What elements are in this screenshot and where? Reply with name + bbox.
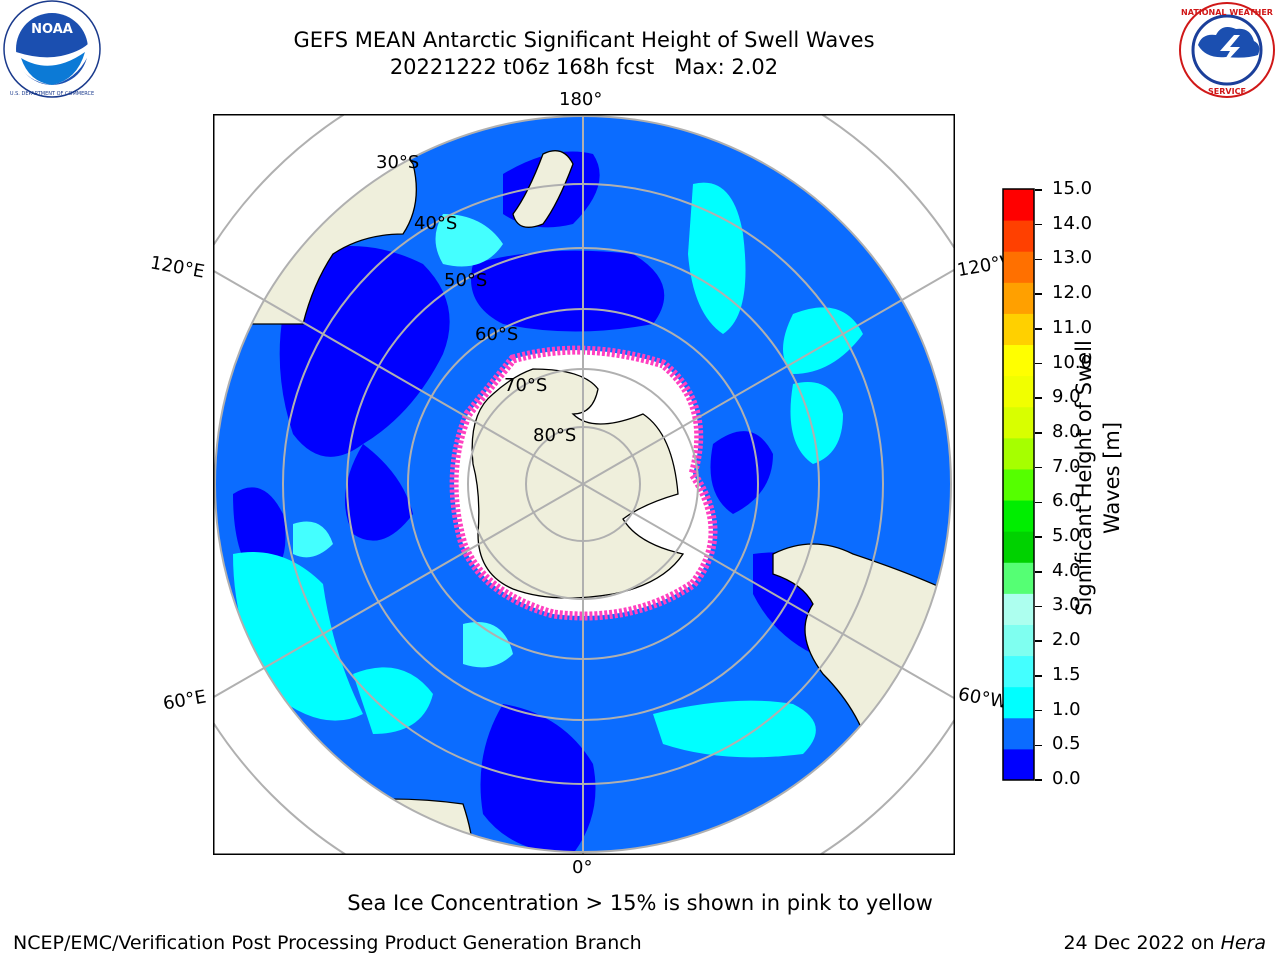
meridian-label-120e: 120°E <box>148 252 207 283</box>
colorbar-tick-mark <box>1035 536 1042 538</box>
footer-host: Hera <box>1220 932 1266 954</box>
colorbar-tick-mark <box>1035 779 1042 781</box>
high-swell-region <box>353 667 433 734</box>
colorbar-tick-label: 5.0 <box>1052 525 1081 547</box>
colorbar-band <box>1003 468 1034 501</box>
colorbar-label-line1: Significant Height of Swell <box>1072 340 1096 616</box>
nws-logo: NATIONAL WEATHER SERVICE <box>1179 2 1275 98</box>
parallel-label-50s: 50°S <box>444 270 488 291</box>
svg-text:NATIONAL WEATHER: NATIONAL WEATHER <box>1181 8 1273 17</box>
colorbar-tick-label: 3.0 <box>1052 594 1081 616</box>
map-frame <box>213 114 955 855</box>
colorbar-band <box>1003 562 1034 594</box>
noaa-logo: NOAA U.S. DEPARTMENT OF COMMERCE <box>3 0 101 98</box>
colorbar-tick-mark <box>1035 328 1042 330</box>
colorbar-band <box>1003 220 1034 252</box>
colorbar-tick-mark <box>1035 223 1042 226</box>
colorbar-band <box>1003 531 1034 563</box>
colorbar-tick-mark <box>1035 571 1042 573</box>
svg-text:U.S. DEPARTMENT OF COMMERCE: U.S. DEPARTMENT OF COMMERCE <box>10 91 94 97</box>
colorbar-tick-label: 0.5 <box>1052 733 1081 755</box>
graticule <box>213 114 955 855</box>
polar-map <box>213 114 955 855</box>
colorbar-band <box>1003 655 1034 688</box>
colorbar-band <box>1003 748 1034 781</box>
footer-credit: NCEP/EMC/Verification Post Processing Pr… <box>13 932 642 954</box>
colorbar-tick-label: 2.0 <box>1052 629 1081 651</box>
colorbar-tick-mark <box>1035 432 1042 434</box>
svg-text:SERVICE: SERVICE <box>1208 87 1246 96</box>
colorbar-tick-label: 14.0 <box>1052 212 1093 234</box>
antarctica-landmass <box>471 368 685 599</box>
footer-date-text: 24 Dec 2022 on <box>1063 932 1221 954</box>
colorbar-band <box>1003 717 1034 750</box>
colorbar-tick-mark <box>1035 501 1042 504</box>
colorbar-tick-mark <box>1035 397 1042 399</box>
parallel-label-70s: 70°S <box>504 375 548 396</box>
high-swell-region <box>688 182 746 334</box>
sea-ice-note: Sea Ice Concentration > 15% is shown in … <box>347 891 933 915</box>
outside-projection <box>213 114 955 855</box>
colorbar-tick-mark <box>1035 744 1042 747</box>
colorbar-band <box>1003 251 1034 283</box>
colorbar-tick-label: 0.0 <box>1052 768 1081 789</box>
colorbar-band <box>1003 500 1034 532</box>
new-zealand-landmass <box>512 150 574 228</box>
meridian-label-180: 180° <box>559 89 603 110</box>
high-swell-region <box>435 214 503 267</box>
colorbar-band <box>1003 406 1034 439</box>
meridian-label-60e: 60°E <box>161 686 208 715</box>
colorbar-tick-label: 6.0 <box>1052 490 1081 512</box>
colorbar-tick-mark <box>1035 362 1042 365</box>
svg-text:NOAA: NOAA <box>31 22 73 37</box>
calm-swell-region <box>345 444 413 541</box>
colorbar-tick-label: 7.0 <box>1052 455 1081 477</box>
colorbar-label: Significant Height of Swell Waves [m] <box>1033 340 1163 616</box>
colorbar-band <box>1003 313 1034 346</box>
calm-swell-region <box>480 704 596 852</box>
colorbar-tick-mark <box>1035 466 1042 469</box>
colorbar-tick-label: 1.0 <box>1052 698 1081 720</box>
colorbar-tick-label: 4.0 <box>1052 559 1081 581</box>
high-swell-region <box>463 622 513 668</box>
chart-subtitle: 20221222 t06z 168h fcst Max: 2.02 <box>389 55 779 79</box>
colorbar-band <box>1003 686 1034 719</box>
colorbar-tick-mark <box>1035 258 1042 261</box>
colorbar-tick-mark <box>1035 675 1042 677</box>
meridian-label-0: 0° <box>572 857 593 878</box>
colorbar-band <box>1003 624 1034 657</box>
colorbar-band <box>1003 282 1034 314</box>
colorbar-tick-label: 15.0 <box>1052 178 1093 199</box>
high-swell-region <box>293 521 333 558</box>
colorbar-tick-label: 10.0 <box>1052 351 1093 373</box>
parallel-label-80s: 80°S <box>533 425 577 446</box>
colorbar-tick-mark <box>1035 605 1042 608</box>
parallel-label-30s: 30°S <box>376 152 420 173</box>
colorbar-tick-label: 1.5 <box>1052 663 1081 685</box>
colorbar-band <box>1003 189 1034 221</box>
colorbar-tick-label: 9.0 <box>1052 386 1081 408</box>
colorbar-band <box>1003 344 1034 377</box>
colorbar-band <box>1003 437 1034 470</box>
parallel-label-40s: 40°S <box>414 213 458 234</box>
colorbar-tick-mark <box>1035 189 1042 191</box>
colorbar-band <box>1003 375 1034 408</box>
colorbar-tick-mark <box>1035 640 1042 642</box>
colorbar-tick-label: 13.0 <box>1052 247 1093 269</box>
colorbar-label-line2: Waves [m] <box>1100 421 1124 535</box>
colorbar-tick-mark <box>1035 293 1042 295</box>
colorbar <box>1002 188 1035 781</box>
footer-date: 24 Dec 2022 on Hera <box>1063 932 1266 954</box>
colorbar-band <box>1003 593 1034 625</box>
colorbar-tick-label: 8.0 <box>1052 420 1081 442</box>
colorbar-tick-mark <box>1035 709 1042 712</box>
parallel-label-60s: 60°S <box>475 324 519 345</box>
calm-swell-region <box>279 246 450 457</box>
colorbar-tick-label: 11.0 <box>1052 316 1093 338</box>
chart-title: GEFS MEAN Antarctic Significant Height o… <box>293 28 875 52</box>
colorbar-tick-label: 12.0 <box>1052 282 1093 304</box>
